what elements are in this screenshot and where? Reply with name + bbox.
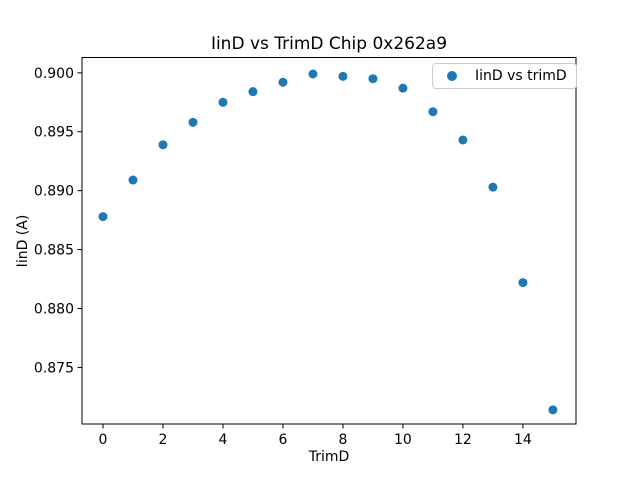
x-tick-label: 4 — [219, 432, 228, 448]
data-point — [98, 212, 108, 222]
data-point — [338, 71, 348, 81]
y-tick-label: 0.895 — [34, 125, 74, 141]
y-axis-label: IinD (A) — [15, 214, 31, 268]
data-point — [188, 117, 198, 127]
legend-label: IinD vs trimD — [475, 68, 567, 84]
x-tick-label: 6 — [278, 432, 287, 448]
legend-marker-dot — [447, 71, 457, 81]
data-point — [308, 69, 318, 79]
legend: IinD vs trimD — [432, 63, 577, 89]
x-axis-label: TrimD — [308, 449, 350, 465]
x-tick-label: 14 — [514, 432, 532, 448]
y-tick-label: 0.875 — [34, 360, 74, 376]
data-point — [158, 140, 168, 150]
y-tick-label: 0.885 — [34, 243, 74, 259]
x-tick-label: 12 — [454, 432, 472, 448]
data-point — [488, 182, 498, 192]
x-tick-label: 10 — [394, 432, 412, 448]
data-point — [128, 175, 138, 185]
chart-title: IinD vs TrimD Chip 0x262a9 — [210, 34, 448, 54]
data-point — [428, 107, 438, 117]
x-tick-label: 8 — [338, 432, 347, 448]
data-point — [518, 278, 528, 288]
data-point — [278, 77, 288, 87]
axes-frame — [81, 57, 577, 425]
data-point — [218, 97, 228, 107]
data-point — [368, 74, 378, 84]
x-tick-label: 0 — [99, 432, 108, 448]
y-tick-label: 0.890 — [34, 184, 74, 200]
y-tick-label: 0.900 — [34, 66, 74, 82]
data-point — [248, 87, 258, 97]
y-tick-label: 0.880 — [34, 302, 74, 318]
data-point — [458, 135, 468, 145]
data-point — [548, 405, 558, 415]
data-point — [398, 83, 408, 93]
x-tick-label: 2 — [159, 432, 168, 448]
